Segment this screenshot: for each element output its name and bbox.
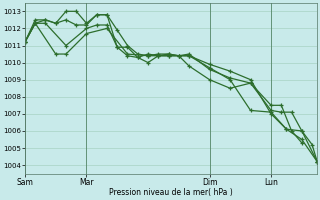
X-axis label: Pression niveau de la mer( hPa ): Pression niveau de la mer( hPa ) [109, 188, 233, 197]
